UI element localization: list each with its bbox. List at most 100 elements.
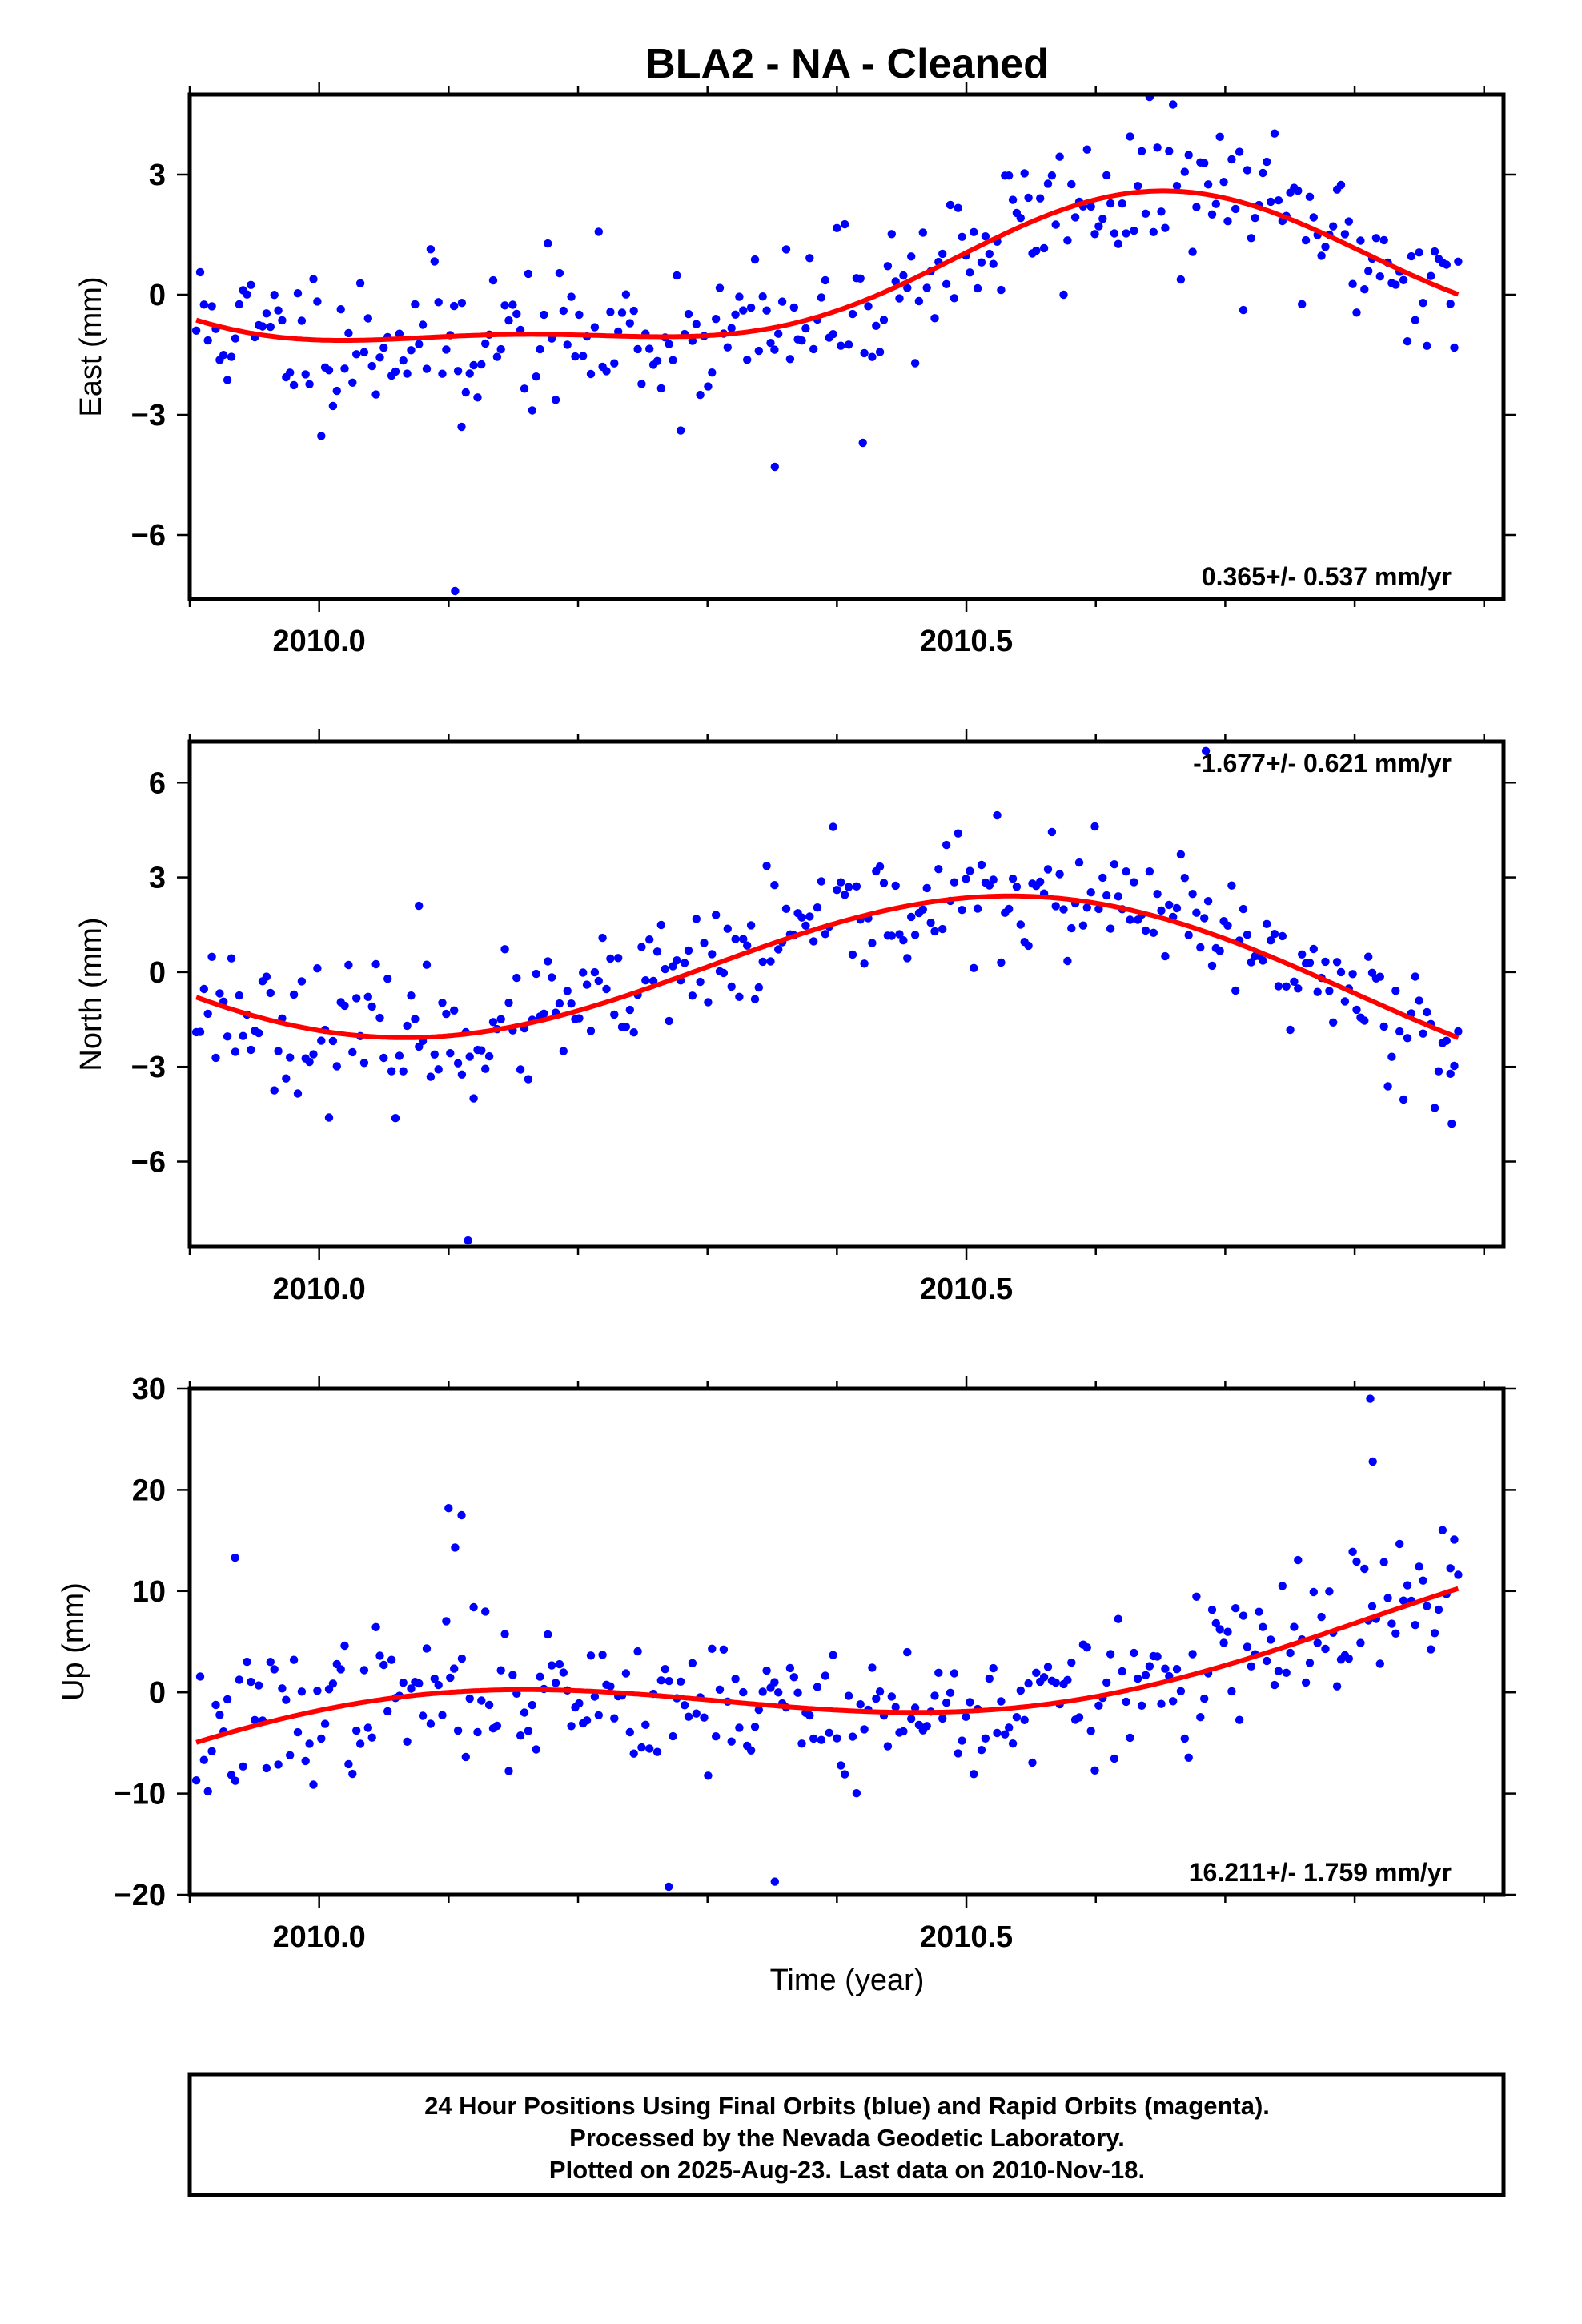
data-point — [641, 976, 650, 985]
data-point — [407, 1684, 416, 1693]
data-point — [1176, 1687, 1186, 1695]
data-point — [371, 959, 380, 969]
data-point — [739, 1687, 748, 1697]
data-point — [1368, 1457, 1377, 1466]
data-point — [1043, 179, 1053, 188]
data-point — [461, 1752, 470, 1762]
data-point — [528, 406, 536, 415]
data-point — [1375, 972, 1385, 981]
y-tick-label: 0 — [149, 956, 166, 990]
data-point — [1219, 178, 1228, 187]
footer-line-2: Processed by the Nevada Geodetic Laborat… — [569, 2124, 1125, 2152]
data-point — [551, 1679, 560, 1687]
data-point — [1379, 235, 1388, 245]
data-point — [735, 1723, 744, 1732]
data-point — [1235, 1715, 1244, 1724]
data-point — [492, 1721, 502, 1731]
data-point — [872, 321, 881, 330]
data-point — [461, 388, 470, 397]
y-tick-label: 0 — [149, 279, 166, 312]
data-point — [477, 1046, 486, 1055]
data-point — [723, 924, 732, 933]
data-point — [1020, 169, 1029, 178]
data-point — [1231, 1604, 1240, 1613]
data-point — [504, 316, 513, 325]
data-point — [1126, 132, 1134, 141]
data-point — [411, 300, 420, 309]
data-point — [781, 245, 791, 254]
data-point — [320, 1719, 330, 1728]
data-point — [977, 1746, 986, 1755]
data-point — [1157, 906, 1166, 915]
data-point — [942, 279, 951, 288]
data-point — [1169, 1697, 1178, 1706]
data-point — [997, 958, 1006, 967]
data-point — [610, 359, 619, 368]
data-point — [1399, 1095, 1408, 1104]
data-point — [348, 378, 357, 387]
data-point — [426, 245, 436, 254]
data-point — [203, 1787, 212, 1796]
data-point — [1301, 1678, 1311, 1687]
data-point — [1059, 290, 1068, 300]
data-point — [918, 905, 928, 915]
data-point — [274, 1760, 283, 1769]
data-point — [379, 1053, 388, 1063]
data-point — [723, 343, 732, 352]
data-point — [231, 334, 240, 343]
data-point — [540, 310, 548, 320]
data-point — [809, 344, 818, 354]
data-point — [673, 271, 681, 280]
data-point — [504, 999, 513, 1007]
data-point — [359, 348, 369, 356]
data-point — [692, 915, 701, 923]
data-point — [813, 1683, 822, 1691]
data-point — [282, 1074, 291, 1083]
data-point — [981, 1734, 990, 1743]
y-axis-label: North (mm) — [74, 917, 108, 1071]
data-point — [1317, 251, 1326, 260]
data-point — [1001, 1730, 1010, 1739]
data-point — [1321, 957, 1330, 967]
data-point — [1172, 1665, 1182, 1674]
data-point — [661, 964, 669, 974]
data-point — [841, 891, 849, 899]
data-point — [1259, 168, 1267, 178]
data-point — [1086, 888, 1095, 897]
data-point — [1074, 858, 1084, 867]
data-point — [621, 290, 631, 299]
data-point — [1102, 891, 1111, 900]
data-point — [1051, 1678, 1060, 1687]
data-point — [579, 968, 588, 977]
data-point — [1184, 1753, 1193, 1762]
data-point — [199, 300, 208, 309]
data-point — [1157, 207, 1166, 216]
data-point — [426, 1719, 436, 1728]
data-point — [977, 860, 986, 870]
data-point — [1348, 1547, 1357, 1557]
data-point — [1067, 179, 1076, 189]
data-point — [344, 1759, 353, 1769]
data-point — [817, 293, 826, 302]
data-point — [1239, 904, 1248, 914]
data-point — [735, 292, 744, 301]
y-tick-label: 3 — [149, 862, 166, 895]
data-point — [910, 359, 920, 368]
data-point — [1407, 251, 1416, 261]
data-point — [1395, 1027, 1404, 1036]
data-point — [950, 1669, 959, 1678]
data-point — [1102, 1678, 1111, 1687]
data-point — [809, 937, 818, 946]
data-point — [255, 1028, 263, 1038]
data-point — [1032, 1668, 1041, 1677]
data-point — [1259, 1622, 1267, 1631]
data-point — [817, 1735, 826, 1744]
y-tick-label: 6 — [149, 766, 166, 800]
data-point — [1395, 1539, 1404, 1549]
x-tick-label: 2010.5 — [920, 625, 1013, 658]
data-point — [1114, 239, 1123, 248]
data-point — [1321, 1644, 1330, 1654]
y-tick-label: 0 — [149, 1676, 166, 1710]
data-point — [754, 983, 763, 992]
data-point — [677, 426, 685, 435]
